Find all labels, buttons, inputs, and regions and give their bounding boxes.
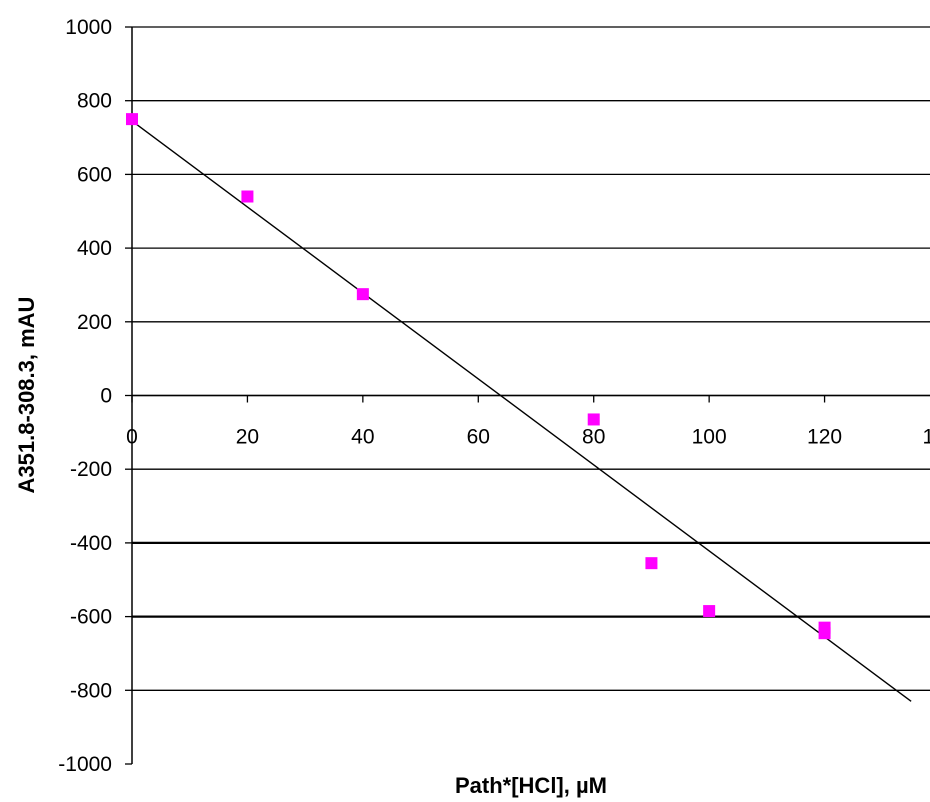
y-tick-labels: 1000 800 600 400 200 0 -200 -400 -600 -800 -1000 [58, 16, 112, 776]
trendline-layer [131, 120, 912, 702]
y-tick-label-600: 600 [77, 163, 112, 186]
y-tick-label-400: 400 [77, 237, 112, 260]
y-tick-label-1000: 1000 [65, 16, 112, 39]
axes [125, 26, 930, 765]
y-tick-label-0: 0 [100, 385, 112, 408]
data-point-0-3 [587, 413, 600, 426]
data-point-0-1 [241, 190, 254, 203]
x-tick-labels: 0 20 40 60 80 100 120 140 [126, 426, 930, 449]
y-tick-label-800: 800 [77, 90, 112, 113]
x-tick-label-0: 0 [126, 426, 138, 449]
x-axis-label: Path*[HCl], µM [455, 773, 607, 798]
y-tick-label--600: -600 [70, 606, 112, 629]
data-point-0-2 [356, 288, 369, 301]
data-point-0-0 [126, 113, 138, 126]
gridlines [132, 26, 930, 691]
y-axis-label: A351.8-308.3, mAU [14, 297, 39, 494]
data-point-0-7 [818, 627, 831, 640]
y-tick-label--400: -400 [70, 532, 112, 555]
x-tick-label-140: 140 [922, 426, 930, 449]
x-tick-label-120: 120 [807, 426, 842, 449]
data-point-0-4 [645, 557, 658, 570]
x-tick-label-20: 20 [236, 426, 259, 449]
data-point-0-5 [703, 605, 716, 618]
trendline [131, 120, 912, 702]
x-tick-label-40: 40 [351, 426, 374, 449]
y-tick-label-200: 200 [77, 311, 112, 334]
data-points [126, 113, 831, 640]
x-tick-label-60: 60 [467, 426, 490, 449]
x-tick-label-100: 100 [692, 426, 727, 449]
y-tick-label--800: -800 [70, 679, 112, 702]
x-tick-label-80: 80 [582, 426, 605, 449]
y-tick-label--1000: -1000 [58, 753, 112, 776]
y-tick-label--200: -200 [70, 458, 112, 481]
